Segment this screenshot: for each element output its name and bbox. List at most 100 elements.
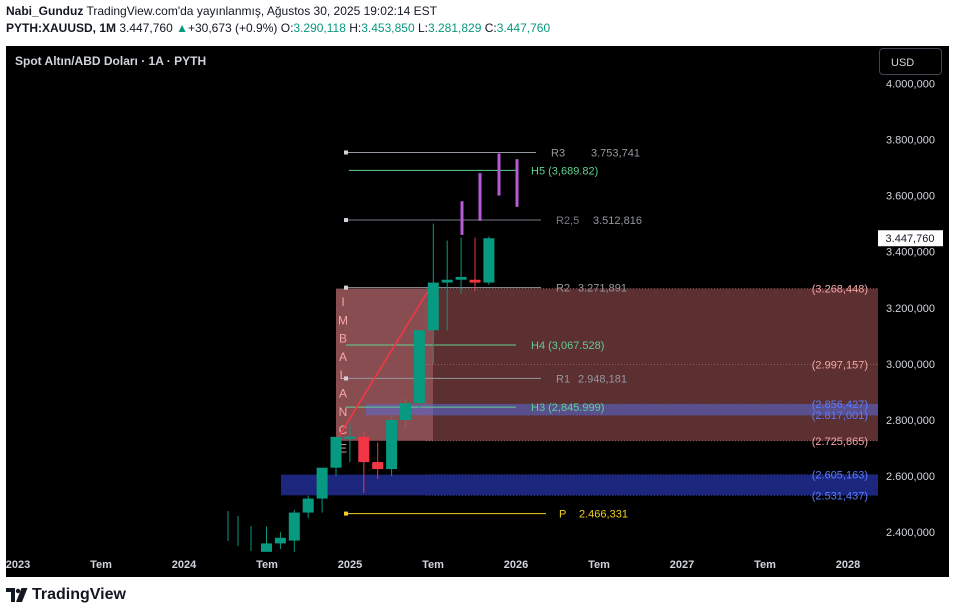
x-axis-tick-label: 2028 (836, 559, 860, 571)
candle-body (330, 436, 342, 468)
chart-canvas[interactable]: R3 3.753,741 H5 (3,689.82) R2,5 3.512,816 R2 3… (6, 46, 949, 577)
open-value: 3.290,118 (293, 21, 346, 35)
x-axis-tick-label: 2025 (338, 559, 362, 571)
pivot-level-name: H5 (3,689.82) (531, 165, 598, 177)
pivot-level-value: 3.271,891 (578, 283, 627, 295)
projection-bar (478, 173, 482, 221)
x-axis-tick-label: Tem (422, 559, 444, 571)
zone-price-label: (2.856,427) (812, 399, 868, 411)
x-axis-tick-label: Tem (90, 559, 112, 571)
imbalance-letter: N (339, 405, 348, 419)
last-price: 3.447,760 (119, 21, 173, 35)
high-label: H: (349, 21, 362, 35)
y-axis-tick-label: 2.600,000 (886, 471, 935, 483)
pivot-level-name: R2 (556, 283, 570, 295)
zone-price-label: (2.531,437) (812, 490, 868, 502)
high-value: 3.453,850 (361, 21, 415, 35)
x-axis-tick-label: 2027 (670, 559, 694, 571)
candle-body (316, 467, 328, 499)
candle-body (344, 436, 356, 439)
tradingview-logo: TradingView (6, 586, 126, 604)
pivot-level-name: P (559, 509, 566, 521)
pivot-level-anchor (344, 511, 348, 516)
symbol-text: PYTH:XAUUSD, 1M (6, 21, 117, 35)
x-axis-tick-label: 2024 (172, 559, 197, 571)
imbalance-letter: A (339, 387, 347, 401)
candle-body (483, 238, 495, 283)
zone-price-label: (2.817,001) (812, 410, 868, 422)
zone-price-label: (2.997,157) (812, 360, 868, 372)
candle-body (358, 436, 370, 463)
pivot-level-value: 3.753,741 (591, 147, 640, 159)
price-badge-label: 3.447,760 (886, 233, 935, 245)
y-axis-tick-label: 2.800,000 (886, 415, 935, 427)
open-label: O: (280, 21, 294, 35)
x-axis-tick-label: 2026 (504, 559, 528, 571)
candle-body (413, 330, 425, 404)
up-triangle-icon: ▲ (176, 21, 188, 35)
trend-line (335, 282, 434, 442)
fvg-zone (366, 404, 878, 416)
pivot-level-value: 3.512,816 (593, 215, 642, 227)
zone-price-label: (2.725,865) (812, 436, 868, 448)
author-name: Nabi_Gunduz (6, 4, 84, 18)
pivot-level-anchor (344, 285, 348, 290)
support-zone (281, 474, 878, 496)
pivot-level-value: 2.948,181 (578, 373, 627, 385)
pivot-level-anchor (344, 376, 348, 381)
imbalance-letter: I (341, 295, 344, 309)
y-axis-tick-label: 3.000,000 (886, 359, 935, 371)
candle-body (427, 282, 439, 331)
x-axis-tick-label: Tem (256, 559, 278, 571)
candle-body (400, 403, 411, 420)
pivot-level-anchor (344, 150, 348, 155)
y-axis-tick-label: 3.800,000 (886, 135, 935, 147)
imbalance-letter: A (339, 350, 347, 364)
candle-body (386, 420, 398, 470)
candle-body (372, 462, 384, 470)
close-label: C: (484, 21, 497, 35)
x-axis-tick-label: Tem (754, 559, 776, 571)
price-badge-bg (878, 230, 943, 247)
candle-body (469, 279, 481, 283)
y-axis-tick-label: 3.600,000 (886, 191, 935, 203)
close-value: 3.447,760 (496, 21, 551, 35)
pivot-level-name: H3 (2,845.999) (531, 402, 604, 414)
pivot-level-name: R2,5 (556, 215, 579, 227)
header-line-2: PYTH:XAUUSD, 1M 3.447,760 ▲+30,673 (+0.9… (6, 21, 550, 35)
chart-title: Spot Altın/ABD Doları · 1A · PYTH (15, 54, 207, 68)
tradingview-logo-icon (6, 588, 28, 602)
pivot-level-name: H4 (3,067.528) (531, 340, 604, 352)
candle-body (288, 512, 300, 541)
y-axis-tick-label: 3.200,000 (886, 303, 935, 315)
pivot-level-value: 2.466,331 (579, 509, 628, 521)
candle-body (441, 279, 453, 283)
y-axis-tick-label: 4.000,000 (886, 78, 935, 90)
imbalance-letter: B (339, 332, 347, 346)
imbalance-letter: L (340, 368, 347, 382)
candle-body (261, 543, 272, 552)
chart-panel[interactable]: R3 3.753,741 H5 (3,689.82) R2,5 3.512,816 R2 3… (6, 46, 949, 577)
zone-price-label: (2.605,163) (812, 470, 868, 482)
candle-body (455, 276, 467, 280)
projection-bar (460, 201, 464, 235)
imbalance-letter: M (338, 313, 348, 327)
imbalance-letter: E (339, 441, 347, 455)
x-axis-tick-label: 2023 (6, 559, 30, 571)
price-change: +30,673 (+0.9%) (187, 21, 278, 35)
projection-bar (497, 153, 501, 196)
projection-bar (515, 159, 519, 207)
low-value: 3.281,829 (428, 21, 482, 35)
currency-button[interactable]: USD (879, 48, 942, 75)
candle-body (302, 498, 314, 513)
candle-body (274, 537, 286, 544)
x-axis-tick-label: Tem (588, 559, 610, 571)
footer-brand: TradingView (32, 586, 126, 603)
y-axis-tick-label: 2.400,000 (886, 527, 935, 539)
pivot-level-anchor (344, 218, 348, 223)
zone-price-label: (3.268,448) (812, 284, 868, 296)
header-line-1: Nabi_Gunduz TradingView.com'da yayınlanm… (6, 4, 437, 18)
published-text: TradingView.com'da yayınlanmış, Ağustos … (86, 4, 437, 18)
pivot-level-name: R3 (551, 147, 565, 159)
low-label: L: (417, 21, 428, 35)
